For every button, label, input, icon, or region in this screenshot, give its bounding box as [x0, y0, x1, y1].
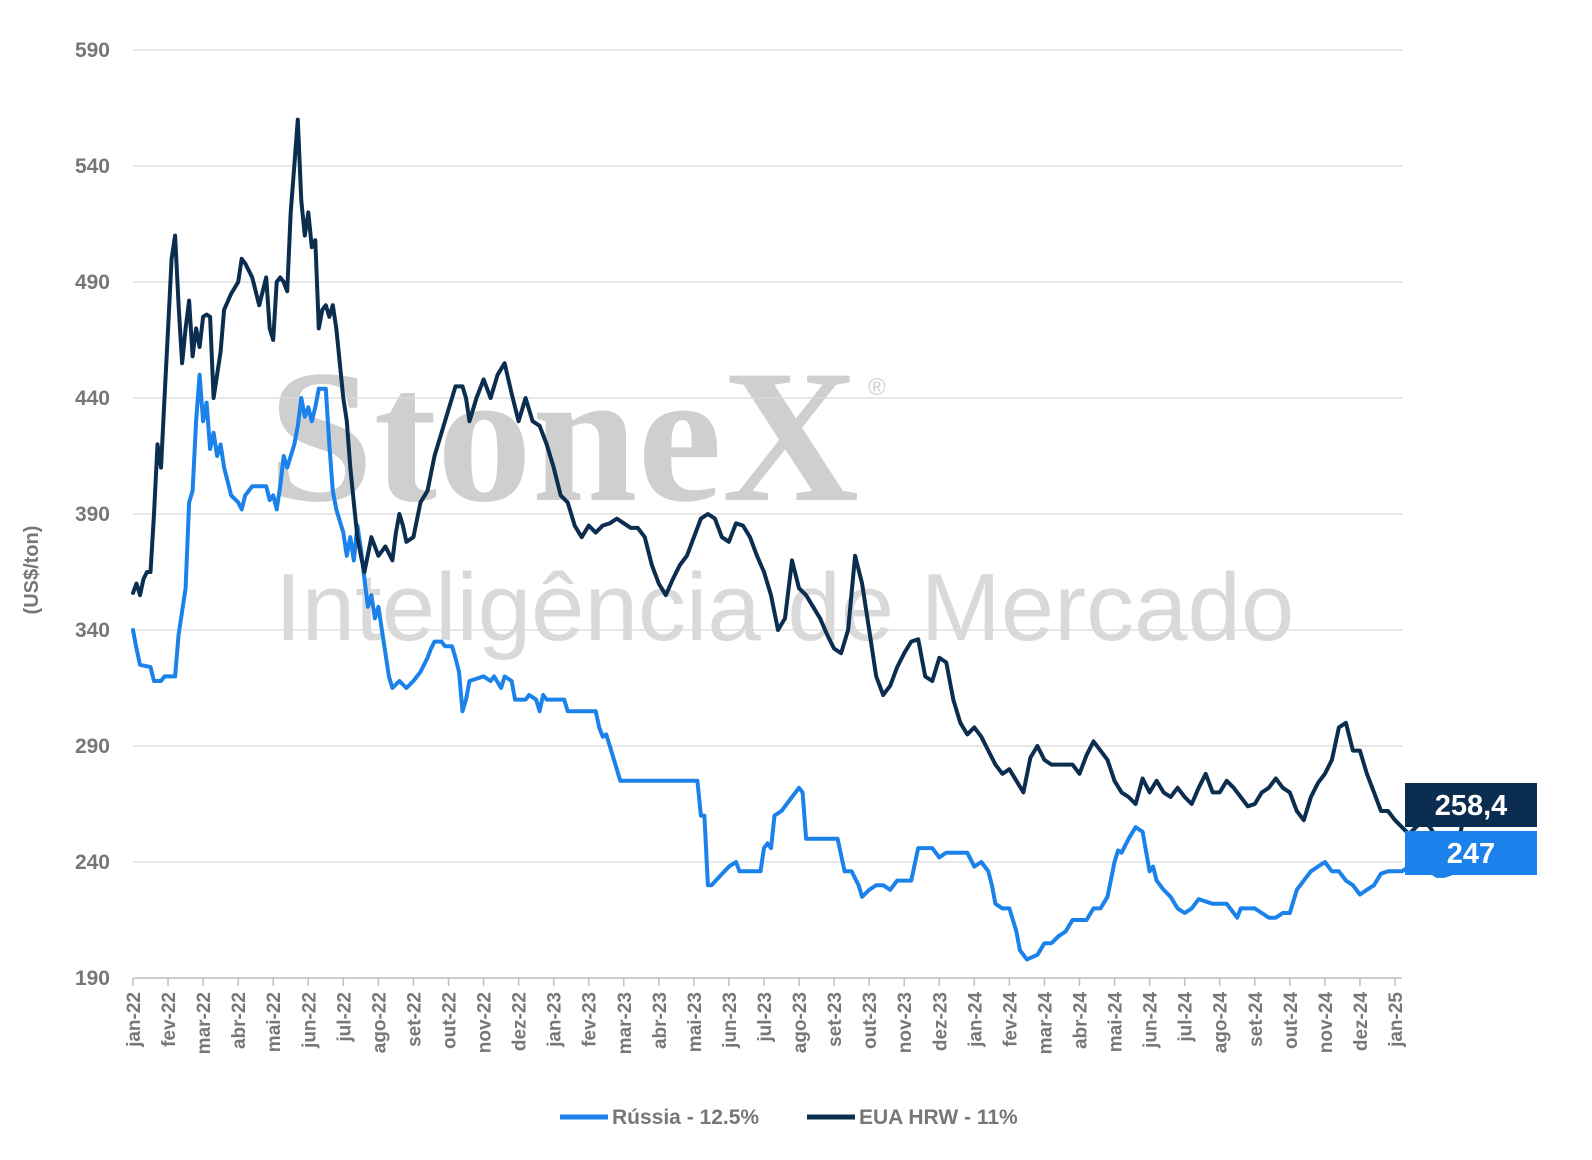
x-tick-nov-22: nov-22: [475, 992, 496, 1053]
y-axis-ticks: 190 240 290 340 390 440 490 540 590: [75, 39, 110, 990]
x-tick-jan-23: jan-23: [545, 992, 566, 1048]
x-tick-dez-24: dez-24: [1351, 992, 1372, 1052]
x-tick-jul-22: jul-22: [334, 992, 355, 1043]
y-tick-440: 440: [75, 387, 110, 410]
legend-label-1: EUA HRW - 11%: [859, 1106, 1018, 1129]
x-tick-out-24: out-24: [1281, 992, 1302, 1049]
x-tick-nov-23: nov-23: [895, 992, 916, 1053]
y-tick-390: 390: [75, 503, 110, 526]
x-tick-jun-22: jun-22: [299, 992, 320, 1049]
badge-value-1: 258,4: [1435, 790, 1508, 822]
x-tick-mai-22: mai-22: [264, 992, 285, 1052]
grid: [133, 49, 1402, 979]
series-line-1: [131, 117, 1475, 846]
x-tick-set-22: set-22: [404, 992, 425, 1047]
y-tick-190: 190: [75, 967, 110, 990]
y-axis-label: (US$/ton): [21, 526, 43, 615]
x-tick-fev-24: fev-24: [1000, 992, 1021, 1047]
y-tick-490: 490: [75, 271, 110, 294]
x-tick-out-23: out-23: [860, 992, 881, 1049]
watermark-registered: ®: [868, 374, 886, 401]
x-tick-jan-25: jan-25: [1386, 992, 1407, 1048]
badge-bg-1: [1405, 783, 1537, 827]
x-tick-abr-24: abr-24: [1070, 992, 1091, 1049]
x-tick-mar-22: mar-22: [194, 992, 215, 1054]
badge-bg-0: [1405, 831, 1537, 875]
x-tick-jan-24: jan-24: [965, 992, 986, 1048]
x-tick-dez-23: dez-23: [930, 992, 951, 1051]
x-tick-mai-24: mai-24: [1106, 992, 1127, 1053]
y-tick-340: 340: [75, 619, 110, 642]
last-value-badges: 258,4 247: [1405, 783, 1537, 875]
x-tick-mar-24: mar-24: [1035, 992, 1056, 1055]
series-lines: [131, 117, 1475, 962]
x-tick-nov-24: nov-24: [1316, 992, 1337, 1054]
x-tick-dez-22: dez-22: [510, 992, 531, 1051]
x-tick-ago-22: ago-22: [369, 992, 390, 1053]
x-tick-ago-24: ago-24: [1211, 992, 1232, 1054]
last-value-badge-1: 258,4: [1405, 783, 1537, 827]
x-tick-mai-23: mai-23: [685, 992, 706, 1052]
y-tick-590: 590: [75, 39, 110, 62]
legend-item-0: Rússia - 12.5%: [560, 1106, 759, 1129]
legend-label-0: Rússia - 12.5%: [612, 1106, 759, 1129]
x-tick-fev-22: fev-22: [159, 992, 180, 1047]
x-tick-abr-23: abr-23: [650, 992, 671, 1049]
x-tick-fev-23: fev-23: [580, 992, 601, 1047]
x-tick-jan-22: jan-22: [124, 992, 145, 1048]
x-tick-set-23: set-23: [825, 992, 846, 1047]
x-tick-jul-24: jul-24: [1176, 992, 1197, 1043]
x-tick-abr-22: abr-22: [229, 992, 250, 1049]
x-tick-jun-24: jun-24: [1141, 992, 1162, 1049]
legend-item-1: EUA HRW - 11%: [807, 1106, 1018, 1129]
x-tick-set-24: set-24: [1246, 992, 1267, 1047]
x-tick-ago-23: ago-23: [790, 992, 811, 1053]
x-tick-out-22: out-22: [439, 992, 460, 1049]
badge-value-0: 247: [1447, 838, 1495, 870]
last-value-badge-0: 247: [1405, 831, 1537, 875]
x-tick-mar-23: mar-23: [615, 992, 636, 1054]
y-tick-290: 290: [75, 735, 110, 758]
series-line-0: [131, 372, 1475, 962]
legend: Rússia - 12.5% EUA HRW - 11%: [560, 1106, 1018, 1129]
x-tick-jul-23: jul-23: [755, 992, 776, 1043]
y-tick-540: 540: [75, 155, 110, 178]
x-axis-ticks: jan-22 fev-22 mar-22 abr-22 mai-22 jun-22 jul-…: [124, 978, 1407, 1054]
x-tick-jun-23: jun-23: [720, 992, 741, 1049]
y-tick-240: 240: [75, 851, 110, 874]
watermark-brand: StoneX: [268, 332, 859, 542]
